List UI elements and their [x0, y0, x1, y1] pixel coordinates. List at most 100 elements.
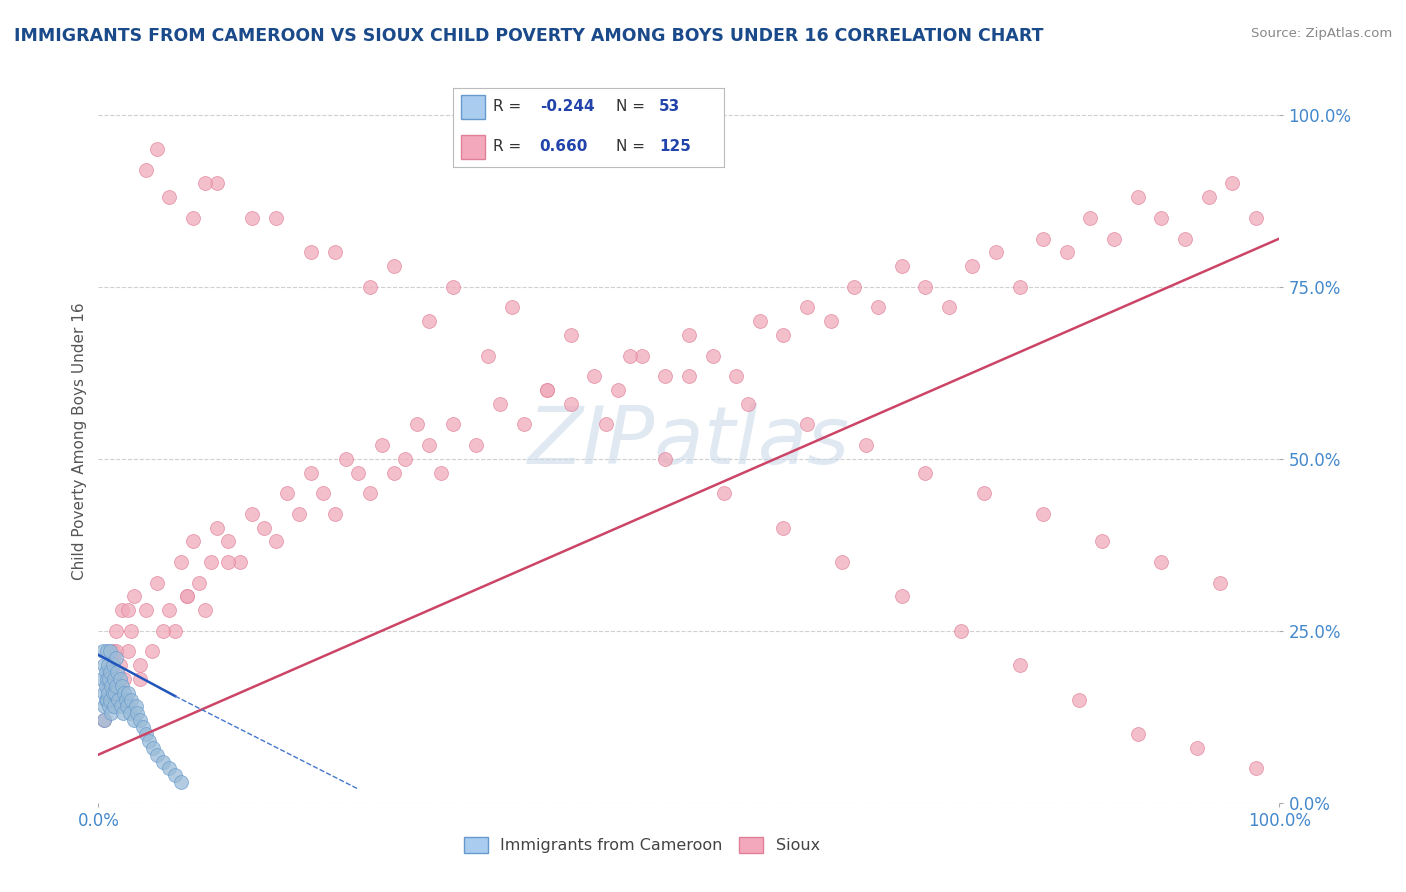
Point — [98, 699, 121, 714]
Point — [91, 644, 114, 658]
Point — [595, 417, 617, 432]
Point — [117, 603, 139, 617]
Point — [105, 665, 128, 679]
Point — [359, 279, 381, 293]
Point — [128, 672, 150, 686]
Point — [560, 327, 582, 342]
Point — [110, 699, 132, 714]
Point — [229, 555, 252, 569]
Legend: Immigrants from Cameroon, Sioux: Immigrants from Cameroon, Sioux — [457, 830, 827, 860]
Point — [1067, 692, 1090, 706]
Point — [737, 397, 759, 411]
Point — [796, 417, 818, 432]
Point — [98, 665, 121, 679]
Point — [187, 575, 209, 590]
Point — [121, 692, 143, 706]
Point — [973, 486, 995, 500]
Point — [938, 301, 960, 315]
Point — [94, 692, 117, 706]
Point — [1056, 245, 1078, 260]
Point — [831, 555, 853, 569]
Point — [146, 747, 169, 762]
Point — [890, 590, 912, 604]
Point — [335, 451, 357, 466]
Point — [103, 672, 125, 686]
Point — [264, 534, 287, 549]
Point — [122, 590, 145, 604]
Point — [111, 603, 134, 617]
Point — [713, 486, 735, 500]
Point — [121, 624, 143, 638]
Point — [359, 486, 381, 500]
Point — [382, 466, 405, 480]
Point — [501, 301, 523, 315]
Point — [98, 692, 121, 706]
Point — [536, 383, 558, 397]
Text: IMMIGRANTS FROM CAMEROON VS SIOUX CHILD POVERTY AMONG BOYS UNDER 16 CORRELATION : IMMIGRANTS FROM CAMEROON VS SIOUX CHILD … — [14, 27, 1043, 45]
Point — [94, 679, 117, 693]
Point — [1185, 740, 1208, 755]
Point — [128, 658, 150, 673]
Point — [299, 245, 322, 260]
Point — [105, 679, 128, 693]
Point — [418, 438, 440, 452]
Point — [117, 686, 139, 700]
Point — [914, 466, 936, 480]
Point — [205, 177, 228, 191]
Point — [288, 507, 311, 521]
Point — [382, 259, 405, 273]
Point — [135, 603, 157, 617]
Point — [97, 658, 120, 673]
Point — [100, 679, 122, 693]
Point — [114, 692, 136, 706]
Point — [165, 768, 187, 782]
Point — [406, 417, 429, 432]
Point — [702, 349, 724, 363]
Point — [93, 686, 115, 700]
Point — [96, 692, 118, 706]
Point — [430, 466, 453, 480]
Point — [141, 644, 163, 658]
Point — [678, 327, 700, 342]
Point — [176, 590, 198, 604]
Point — [93, 658, 115, 673]
Point — [157, 761, 180, 775]
Point — [101, 686, 124, 700]
Point — [536, 383, 558, 397]
Point — [96, 672, 118, 686]
Point — [97, 686, 120, 700]
Point — [347, 466, 370, 480]
Point — [157, 190, 180, 204]
Point — [100, 706, 122, 721]
Point — [1244, 211, 1267, 225]
Point — [560, 397, 582, 411]
Point — [441, 417, 464, 432]
Point — [146, 142, 169, 156]
Point — [276, 486, 298, 500]
Point — [104, 686, 127, 700]
Point — [772, 520, 794, 534]
Point — [323, 507, 346, 521]
Point — [1126, 190, 1149, 204]
Point — [91, 672, 114, 686]
Point — [217, 534, 239, 549]
Point — [105, 644, 128, 658]
Point — [93, 713, 115, 727]
Point — [772, 327, 794, 342]
Point — [107, 692, 129, 706]
Point — [138, 734, 160, 748]
Point — [240, 507, 263, 521]
Point — [489, 397, 512, 411]
Point — [98, 644, 121, 658]
Point — [205, 520, 228, 534]
Point — [112, 706, 135, 721]
Point — [1102, 231, 1125, 245]
Point — [157, 603, 180, 617]
Point — [111, 679, 134, 693]
Point — [112, 672, 135, 686]
Point — [170, 775, 193, 789]
Point — [101, 658, 124, 673]
Point — [1198, 190, 1220, 204]
Point — [1244, 761, 1267, 775]
Point — [371, 438, 394, 452]
